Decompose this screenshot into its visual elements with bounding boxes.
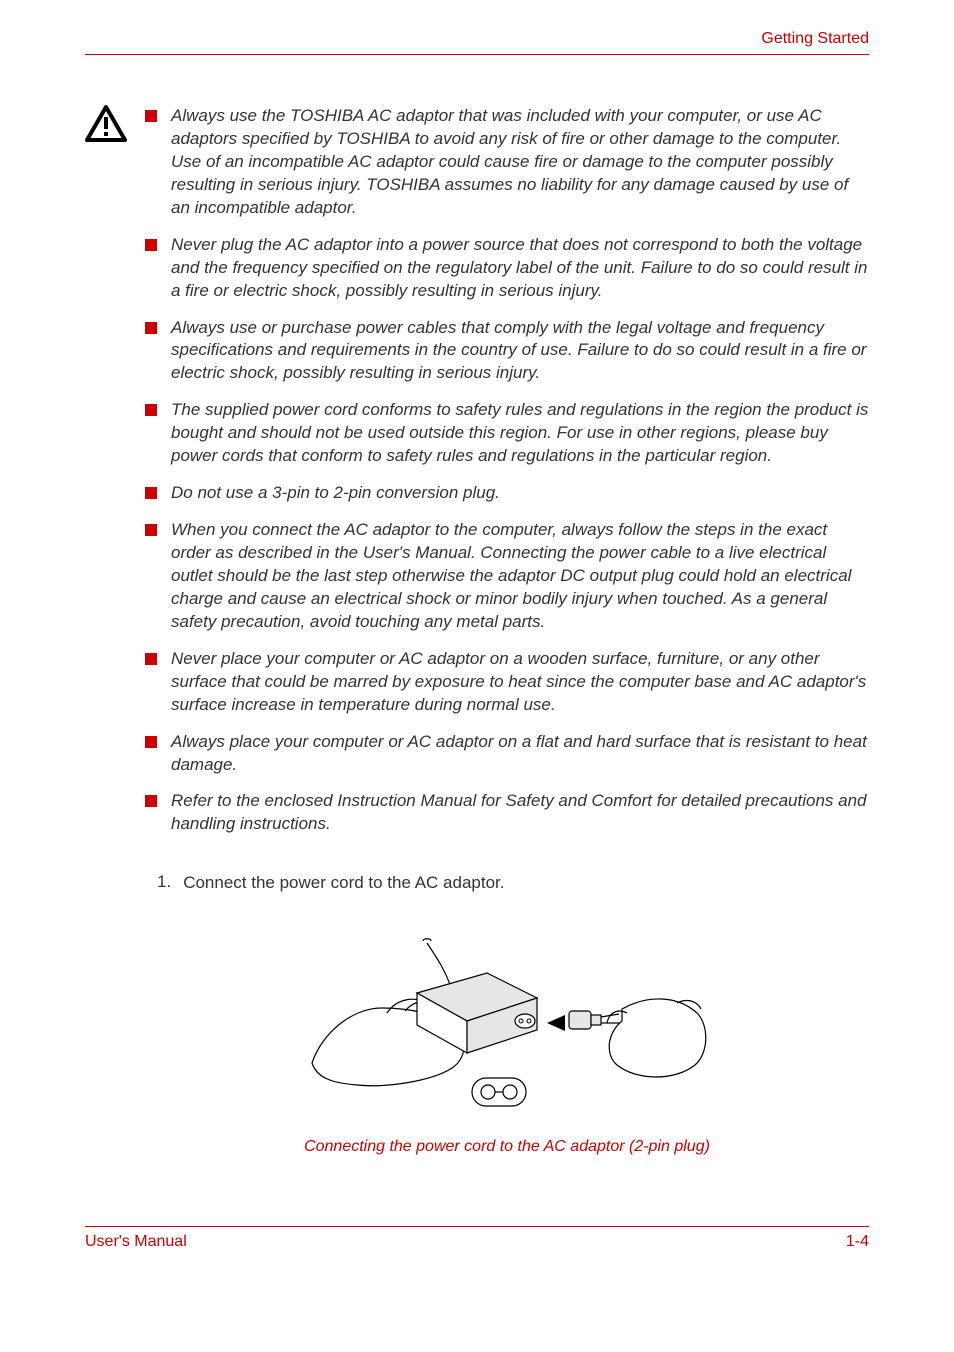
bullet-square-icon bbox=[145, 524, 157, 536]
bullet-text: The supplied power cord conforms to safe… bbox=[171, 399, 869, 468]
warning-bullet-item: Always use or purchase power cables that… bbox=[145, 317, 869, 386]
header-section-label: Getting Started bbox=[85, 30, 869, 48]
bullet-square-icon bbox=[145, 736, 157, 748]
bullet-square-icon bbox=[145, 239, 157, 251]
steps-wrap: 1. Connect the power cord to the AC adap… bbox=[145, 872, 869, 1156]
warning-bullet-item: Do not use a 3-pin to 2-pin conversion p… bbox=[145, 482, 869, 505]
bullet-text: Never place your computer or AC adaptor … bbox=[171, 648, 869, 717]
warning-bullet-item: Always use the TOSHIBA AC adaptor that w… bbox=[145, 105, 869, 220]
figure-caption: Connecting the power cord to the AC adap… bbox=[145, 1138, 869, 1156]
bullet-text: Always use the TOSHIBA AC adaptor that w… bbox=[171, 105, 869, 220]
bullet-square-icon bbox=[145, 487, 157, 499]
footer-row: User's Manual 1-4 bbox=[85, 1233, 869, 1251]
bullet-text: Always place your computer or AC adaptor… bbox=[171, 731, 869, 777]
bullet-text: Never plug the AC adaptor into a power s… bbox=[171, 234, 869, 303]
bullet-square-icon bbox=[145, 404, 157, 416]
warning-bullet-item: Refer to the enclosed Instruction Manual… bbox=[145, 790, 869, 836]
bullet-text: Always use or purchase power cables that… bbox=[171, 317, 869, 386]
figure-wrap: Connecting the power cord to the AC adap… bbox=[145, 913, 869, 1156]
step-number: 1. bbox=[157, 872, 171, 895]
footer-page-number: 1-4 bbox=[846, 1233, 869, 1251]
bullet-square-icon bbox=[145, 110, 157, 122]
warning-bullet-item: The supplied power cord conforms to safe… bbox=[145, 399, 869, 468]
numbered-step: 1. Connect the power cord to the AC adap… bbox=[157, 872, 869, 895]
footer-left-label: User's Manual bbox=[85, 1233, 187, 1251]
bullet-square-icon bbox=[145, 795, 157, 807]
figure-illustration bbox=[297, 913, 717, 1118]
footer-rule bbox=[85, 1226, 869, 1227]
bullet-text: Refer to the enclosed Instruction Manual… bbox=[171, 790, 869, 836]
bullet-text: Do not use a 3-pin to 2-pin conversion p… bbox=[171, 482, 869, 505]
bullet-square-icon bbox=[145, 653, 157, 665]
bullet-text: When you connect the AC adaptor to the c… bbox=[171, 519, 869, 634]
warning-icon bbox=[85, 105, 129, 850]
step-text: Connect the power cord to the AC adaptor… bbox=[183, 872, 869, 895]
warning-bullet-item: When you connect the AC adaptor to the c… bbox=[145, 519, 869, 634]
warning-bullet-item: Always place your computer or AC adaptor… bbox=[145, 731, 869, 777]
bullet-square-icon bbox=[145, 322, 157, 334]
warning-block: Always use the TOSHIBA AC adaptor that w… bbox=[85, 105, 869, 850]
header-rule bbox=[85, 54, 869, 55]
warning-bullet-item: Never plug the AC adaptor into a power s… bbox=[145, 234, 869, 303]
warning-bullet-list: Always use the TOSHIBA AC adaptor that w… bbox=[145, 105, 869, 850]
warning-bullet-item: Never place your computer or AC adaptor … bbox=[145, 648, 869, 717]
